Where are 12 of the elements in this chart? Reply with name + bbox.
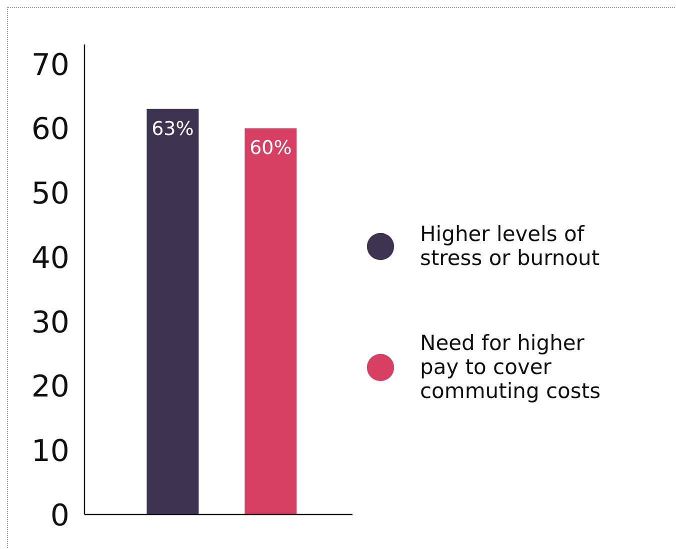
y-tick-label: 20: [31, 370, 70, 405]
y-tick-label: 60: [31, 112, 70, 148]
legend-label: Higher levels of stress or burnout: [420, 222, 600, 270]
y-tick-label: 30: [31, 305, 70, 340]
y-tick-label: 40: [31, 240, 70, 276]
data-label: 63%: [152, 118, 194, 140]
y-tick-label: 0: [50, 498, 70, 534]
data-label: 60%: [250, 137, 292, 160]
y-tick-label: 50: [31, 176, 70, 212]
y-tick-label: 10: [31, 434, 70, 470]
legend-label: Need for higher pay to cover commuting costs: [420, 331, 601, 403]
y-tick-label: 70: [31, 48, 70, 83]
